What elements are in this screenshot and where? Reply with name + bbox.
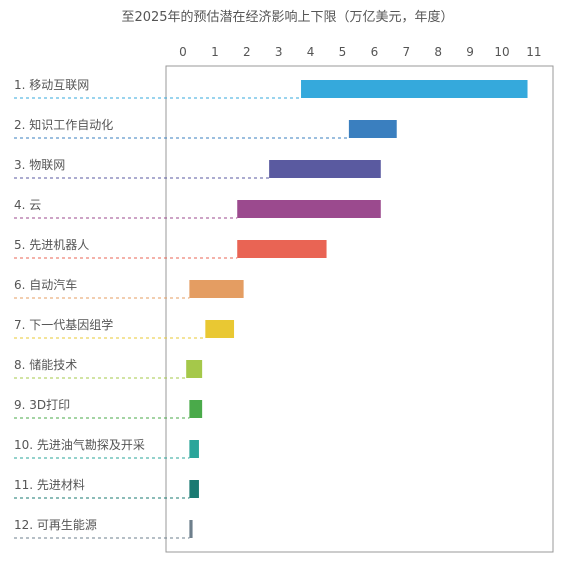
x-tick-label: 3 [275,45,283,59]
range-bar [237,200,381,218]
x-tick-label: 4 [307,45,315,59]
x-tick-label: 0 [179,45,187,59]
range-bar [237,240,327,258]
category-label: 5. 先进机器人 [14,238,89,252]
category-label: 6. 自动汽车 [14,277,77,292]
category-label: 3. 物联网 [14,158,65,172]
x-tick-label: 9 [466,45,474,59]
range-bar [301,80,528,98]
chart-title: 至2025年的预估潜在经济影响上下限（万亿美元，年度） [121,10,454,25]
category-label: 8. 储能技术 [14,357,77,372]
category-label: 7. 下一代基因组学 [14,317,113,332]
range-bar [189,400,203,418]
x-tick-label: 1 [211,45,219,59]
range-bar [189,520,193,538]
range-bar [189,480,199,498]
plot-frame [165,65,554,553]
x-tick-label: 5 [339,45,347,59]
category-label: 10. 先进油气勘探及开采 [14,437,145,452]
range-bar [269,160,381,178]
x-tick-label: 10 [494,45,509,59]
category-label: 12. 可再生能源 [14,518,97,532]
category-label: 2. 知识工作自动化 [14,118,113,132]
x-tick-label: 7 [402,45,410,59]
range-bar [186,360,203,378]
x-tick-label: 2 [243,45,251,59]
range-bar [205,320,235,338]
x-tick-label: 6 [371,45,379,59]
range-bar [189,280,244,298]
range-bar [348,120,397,138]
category-label: 9. 3D打印 [14,398,70,412]
x-tick-label: 8 [434,45,442,59]
range-bar [189,440,199,458]
x-tick-label: 11 [526,45,541,59]
category-label: 4. 云 [14,198,41,212]
category-label: 1. 移动互联网 [14,78,89,92]
category-label: 11. 先进材料 [14,478,85,492]
